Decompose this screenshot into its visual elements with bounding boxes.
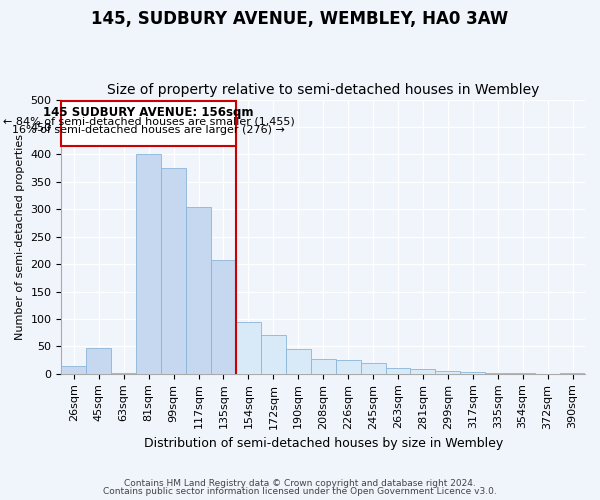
Bar xyxy=(236,322,261,374)
Bar xyxy=(386,368,410,374)
Text: ← 84% of semi-detached houses are smaller (1,455): ← 84% of semi-detached houses are smalle… xyxy=(3,116,295,126)
Text: Contains public sector information licensed under the Open Government Licence v3: Contains public sector information licen… xyxy=(103,487,497,496)
Bar xyxy=(186,206,211,374)
Bar xyxy=(335,360,361,374)
Y-axis label: Number of semi-detached properties: Number of semi-detached properties xyxy=(15,134,25,340)
Bar xyxy=(61,366,86,374)
Bar xyxy=(560,372,585,374)
X-axis label: Distribution of semi-detached houses by size in Wembley: Distribution of semi-detached houses by … xyxy=(143,437,503,450)
Title: Size of property relative to semi-detached houses in Wembley: Size of property relative to semi-detach… xyxy=(107,83,539,97)
Bar xyxy=(485,372,510,374)
Bar xyxy=(136,154,161,374)
Bar xyxy=(311,359,335,374)
Bar xyxy=(61,100,236,146)
Text: 145, SUDBURY AVENUE, WEMBLEY, HA0 3AW: 145, SUDBURY AVENUE, WEMBLEY, HA0 3AW xyxy=(91,10,509,28)
Bar xyxy=(86,348,111,374)
Bar xyxy=(211,260,236,374)
Bar xyxy=(460,372,485,374)
Bar xyxy=(111,372,136,374)
Text: Contains HM Land Registry data © Crown copyright and database right 2024.: Contains HM Land Registry data © Crown c… xyxy=(124,478,476,488)
Text: 16% of semi-detached houses are larger (276) →: 16% of semi-detached houses are larger (… xyxy=(12,125,285,135)
Bar xyxy=(361,363,386,374)
Bar xyxy=(436,371,460,374)
Bar xyxy=(161,168,186,374)
Bar xyxy=(410,370,436,374)
Bar xyxy=(261,336,286,374)
Bar xyxy=(286,349,311,374)
Text: 145 SUDBURY AVENUE: 156sqm: 145 SUDBURY AVENUE: 156sqm xyxy=(43,106,254,119)
